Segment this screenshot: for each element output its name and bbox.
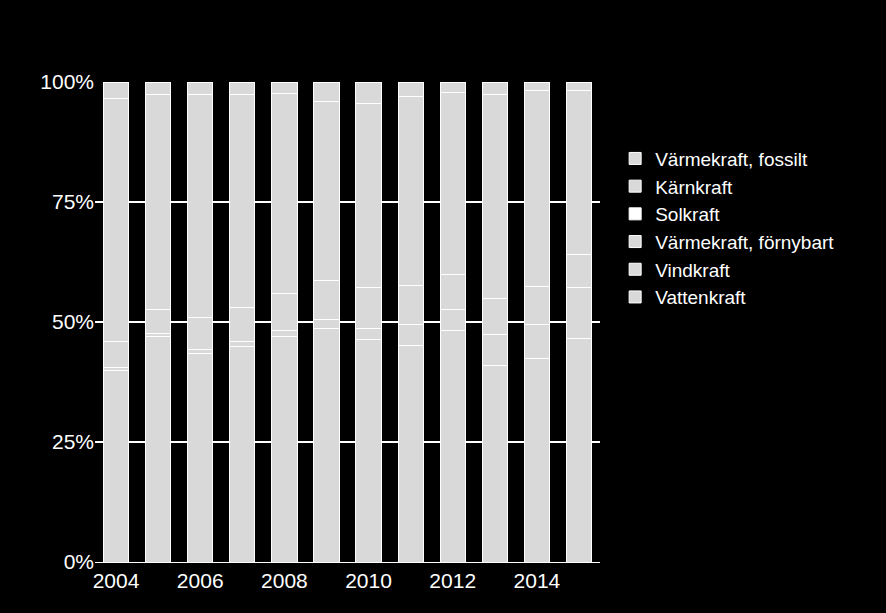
svg-text:Vattenkraft: Vattenkraft <box>655 287 746 308</box>
svg-text:25%: 25% <box>52 430 94 453</box>
svg-text:Kärnkraft: Kärnkraft <box>655 177 733 198</box>
svg-text:Vindkraft: Vindkraft <box>655 260 730 281</box>
svg-text:2012: 2012 <box>429 569 476 592</box>
svg-text:50%: 50% <box>52 310 94 333</box>
svg-text:2010: 2010 <box>345 569 392 592</box>
svg-text:2014: 2014 <box>514 569 561 592</box>
svg-text:2006: 2006 <box>177 569 224 592</box>
svg-text:100%: 100% <box>40 70 94 93</box>
svg-text:75%: 75% <box>52 190 94 213</box>
svg-text:2004: 2004 <box>93 569 140 592</box>
svg-text:Värmekraft, förnybart: Värmekraft, förnybart <box>655 232 834 253</box>
svg-text:Värmekraft, fossilt: Värmekraft, fossilt <box>655 149 808 170</box>
svg-text:0%: 0% <box>64 550 94 573</box>
svg-text:Solkraft: Solkraft <box>655 204 720 225</box>
svg-text:2008: 2008 <box>261 569 308 592</box>
